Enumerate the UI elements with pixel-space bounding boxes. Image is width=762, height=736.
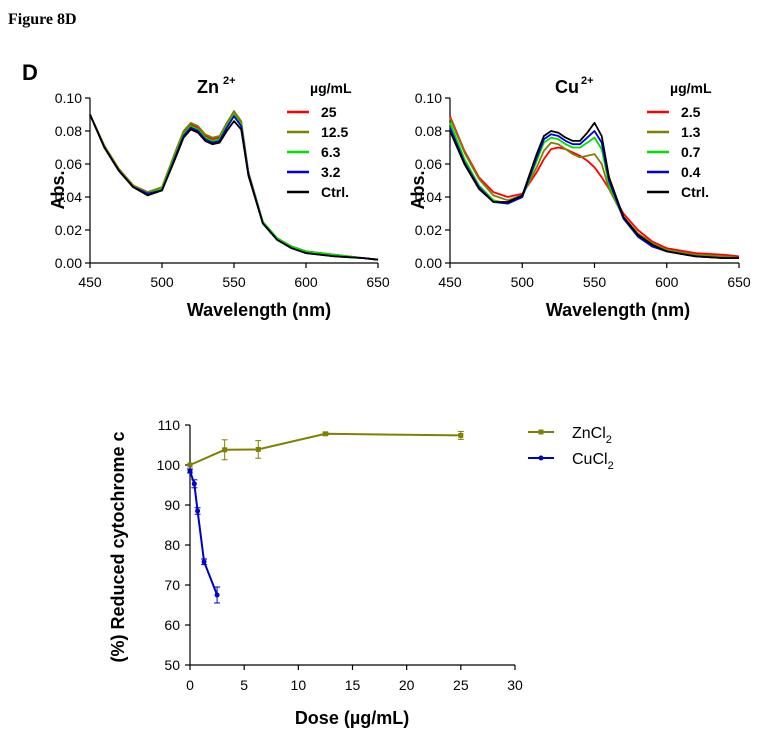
dose-series-line-1 [189,470,219,596]
cu-y-tick-label: 0.02 [415,222,442,238]
cu-y-tick-label: 0.08 [415,123,442,139]
figure-title: Figure 8D [8,11,77,28]
zn-y-tick-label: 0.08 [55,123,82,139]
cu-x-tick-label: 450 [438,274,462,290]
cu-x-tick-label: 550 [583,274,607,290]
dose-legend-label-subscript: 2 [608,460,614,472]
zn-legend-label: Ctrl. [321,184,349,200]
dose-legend-label: CuCl2 [572,451,614,472]
dose-legend-marker [538,455,544,461]
zn-y-tick-label: 0.04 [55,189,82,205]
zn-x-axis-label: Wavelength (nm) [187,300,331,320]
zn-legend-label: 3.2 [321,164,341,180]
zn-y-tick-label: 0.10 [55,90,82,106]
dose-y-tick-label: 90 [164,497,180,513]
dose-data-point [255,446,261,452]
cu-x-tick-label: 600 [655,274,679,290]
cu-legend-label: 2.5 [681,104,701,120]
cu-series-line-0 [449,115,740,258]
dose-y-tick-label: 50 [164,657,180,673]
cu-y-axis-label: Abs. [408,170,428,209]
dose-x-tick-label: 10 [291,677,307,693]
cu-series-line-3 [449,127,739,260]
zn-y-tick-label: 0.00 [55,255,82,271]
dose-data-point [222,447,228,453]
zn-x-tick-label: 500 [150,274,174,290]
dose-y-tick-label: 80 [164,537,180,553]
dose-x-tick-label: 15 [345,677,361,693]
dose-y-tick-label: 110 [158,417,181,433]
zn-x-tick-label: 650 [366,274,390,290]
zn-x-tick-label: 450 [78,274,102,290]
dose-data-point [322,431,328,437]
panel-letter: D [22,60,38,85]
dose-series-line-0 [189,432,461,466]
dose-response-chart: (%) Reduced cytochrome c Dose (µg/mL) 50… [108,417,614,728]
cu-chart-title: Cu [555,77,579,97]
cu-series-line-1 [449,117,740,259]
zn-legend-label: 25 [321,104,337,120]
dose-x-tick-label: 30 [507,677,523,693]
cu-legend-label: 0.7 [681,144,701,160]
dose-legend-marker [538,429,544,435]
cu-x-tick-label: 650 [727,274,751,290]
cu-legend-label: 1.3 [681,124,701,140]
dose-y-axis-label: (%) Reduced cytochrome c [108,431,128,662]
dose-data-point [214,592,220,598]
cu-y-tick-label: 0.00 [415,255,442,271]
dose-data-point [458,432,464,438]
zn-spectrum-chart: Zn 2+ µg/mL Abs. Wavelength (nm) 0.00 0.0… [48,75,390,320]
cu-legend-title: µg/mL [670,80,712,96]
dose-data-point [187,462,193,468]
dose-x-axis-label: Dose (µg/mL) [295,708,409,728]
zn-y-axis-label: Abs. [48,170,68,209]
cu-series-line-4 [449,121,739,260]
zn-chart-title-superscript: 2+ [223,75,236,87]
cu-y-tick-label: 0.06 [415,156,442,172]
dose-x-tick-label: 0 [186,677,194,693]
dose-data-point [201,559,207,565]
dose-x-tick-label: 5 [240,677,248,693]
dose-data-point [195,508,201,514]
zn-chart-title: Zn [197,77,219,97]
cu-legend-label: Ctrl. [681,184,709,200]
dose-y-tick-label: 70 [164,577,180,593]
dose-data-point [187,468,193,474]
zn-x-tick-label: 600 [294,274,318,290]
cu-x-tick-label: 500 [511,274,535,290]
dose-data-point [191,481,197,487]
cu-x-axis-label: Wavelength (nm) [546,300,690,320]
cu-y-tick-label: 0.10 [415,90,442,106]
dose-y-tick-label: 60 [164,617,180,633]
dose-x-tick-label: 20 [399,677,415,693]
cu-y-tick-label: 0.04 [415,189,442,205]
cu-spectrum-chart: Cu 2+ µg/mL Abs. Wavelength (nm) 0.00 0.0… [408,75,751,320]
dose-y-tick-label: 100 [157,457,181,473]
cu-chart-title-superscript: 2+ [581,75,594,87]
dose-x-tick-label: 25 [453,677,469,693]
zn-x-tick-label: 550 [222,274,246,290]
zn-y-tick-label: 0.02 [55,222,82,238]
zn-legend-label: 6.3 [321,144,341,160]
zn-series-line-4 [89,114,379,261]
dose-legend-label: ZnCl2 [572,425,612,446]
cu-legend-label: 0.4 [681,164,701,180]
dose-legend-label-subscript: 2 [606,434,612,446]
zn-y-tick-label: 0.06 [55,156,82,172]
zn-legend-label: 12.5 [321,124,348,140]
zn-legend-title: µg/mL [310,80,352,96]
